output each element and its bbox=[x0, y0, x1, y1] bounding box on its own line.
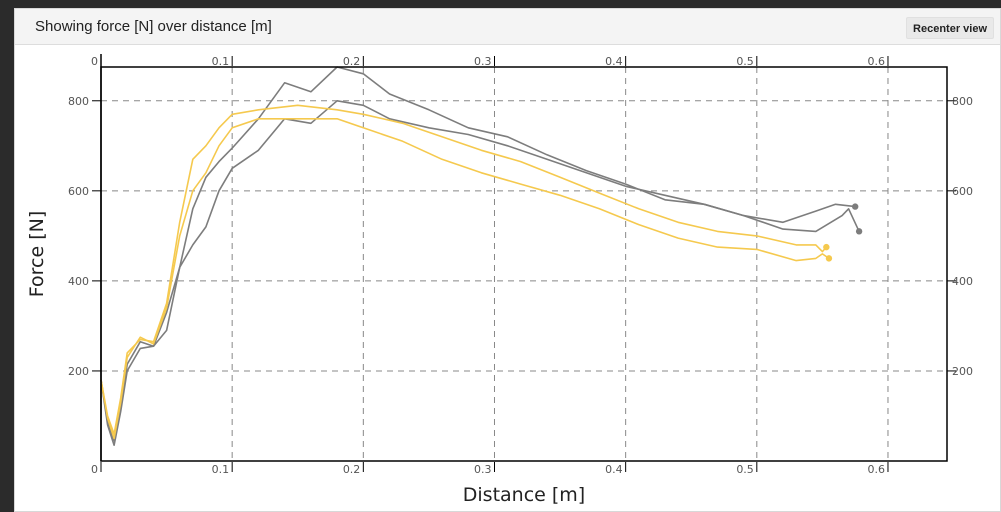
series-line-3[interactable] bbox=[100, 104, 827, 435]
series-end-marker-2[interactable] bbox=[855, 228, 863, 235]
series-end-marker-4[interactable] bbox=[825, 255, 833, 262]
x-axis-label: Distance [m] bbox=[463, 484, 585, 506]
series-line-2[interactable] bbox=[100, 100, 860, 447]
y-tick-label-left: 800 bbox=[68, 95, 89, 108]
panel-header: Showing force [N] over distance [m] Rece… bbox=[15, 9, 1000, 45]
panel-title: Showing force [N] over distance [m] bbox=[35, 18, 272, 35]
series-end-marker-3[interactable] bbox=[823, 243, 830, 251]
series-line-4[interactable] bbox=[100, 118, 830, 440]
y-tick-label-left: 600 bbox=[68, 185, 89, 198]
y-tick-label-right: 800 bbox=[952, 95, 973, 108]
x-tick-label-bottom: 0.5 bbox=[736, 463, 754, 476]
y-tick-label-left: 200 bbox=[68, 365, 89, 378]
series-end-marker-1[interactable] bbox=[851, 203, 859, 210]
y-axis-label: Force [N] bbox=[26, 211, 48, 297]
x-tick-label-bottom: 0.4 bbox=[605, 463, 623, 476]
recenter-view-button[interactable]: Recenter view bbox=[906, 17, 994, 39]
x-tick-label-top: 0.4 bbox=[605, 55, 623, 68]
x-tick-label-bottom: 0.6 bbox=[867, 463, 885, 476]
x-tick-label-bottom: 0 bbox=[91, 463, 98, 476]
x-tick-label-top: 0.1 bbox=[212, 55, 230, 68]
y-tick-label-left: 400 bbox=[68, 275, 89, 288]
x-tick-label-top: 0.2 bbox=[343, 55, 361, 68]
x-tick-label-top: 0.3 bbox=[474, 55, 492, 68]
x-tick-label-top: 0.6 bbox=[867, 55, 885, 68]
x-tick-label-top: 0.5 bbox=[736, 55, 754, 68]
y-tick-label-right: 400 bbox=[952, 275, 973, 288]
y-tick-label-right: 600 bbox=[952, 185, 973, 198]
x-tick-label-top: 0 bbox=[91, 55, 98, 68]
x-tick-label-bottom: 0.2 bbox=[343, 463, 361, 476]
x-tick-label-bottom: 0.1 bbox=[212, 463, 230, 476]
y-tick-label-right: 200 bbox=[952, 365, 973, 378]
x-tick-label-bottom: 0.3 bbox=[474, 463, 492, 476]
plot-area[interactable] bbox=[101, 67, 947, 461]
